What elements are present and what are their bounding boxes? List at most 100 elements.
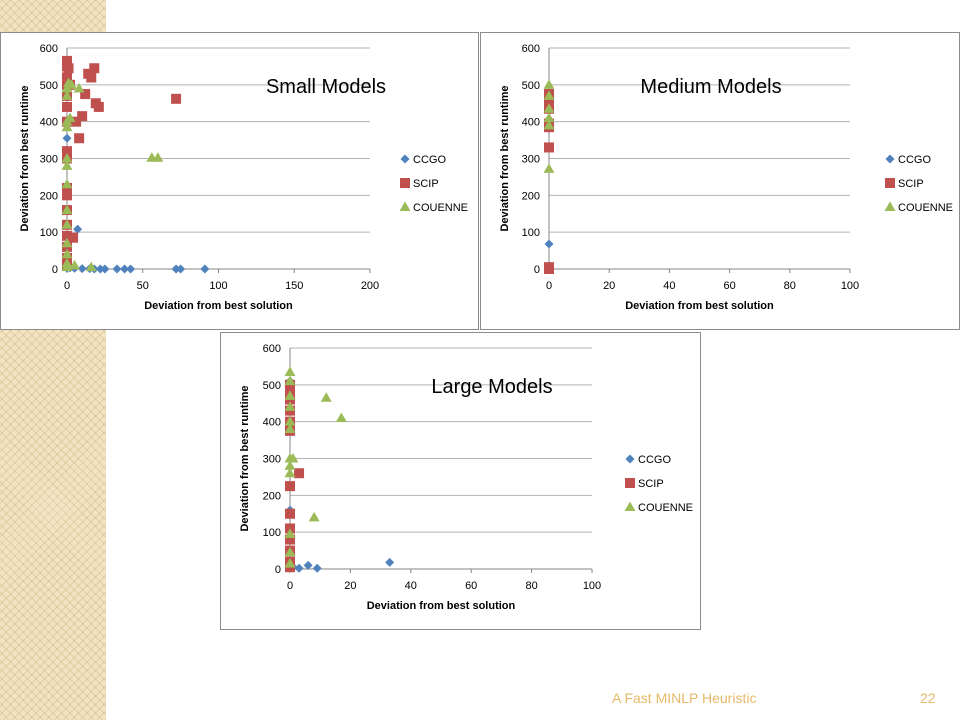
data-point-scip [62,55,72,66]
chart-panel-large: 0 100 200 300 400 500 600 0 20 40 60 80 100 Deviation… [220,332,701,630]
data-point-couenne [284,528,296,539]
y-tick-label: 100 [522,227,540,239]
data-point-couenne [61,204,73,215]
data-point-couenne [66,79,78,89]
x-axis-label: Deviation from best solution [367,600,516,612]
data-point-couenne [284,546,296,557]
scatter-plot-medium: 0 100 200 300 400 500 600 0 20 40 60 80 100 Deviation… [499,43,953,312]
y-tick-label: 100 [263,527,281,539]
y-tick-label: 500 [40,80,58,92]
x-tick-label: 100 [583,580,601,592]
data-point-couenne [543,103,555,113]
data-point-couenne [284,557,296,568]
legend-marker-scip [625,478,635,488]
footer-title: A Fast MINLP Heuristic [612,690,757,706]
legend-label-scip: SCIP [413,178,439,190]
y-axis-label: Deviation from best runtime [499,85,511,231]
data-point-couenne [320,392,332,402]
legend-label-ccgo: CCGO [638,454,671,466]
legend-label-ccgo: CCGO [898,154,931,166]
y-tick-label: 200 [263,490,281,502]
legend-marker-scip [885,178,895,188]
y-tick-label: 400 [522,117,540,129]
data-point-scip [544,98,554,109]
chart-title: Small Models [266,76,386,98]
series-ccgo [62,133,210,274]
y-axis-label: Deviation from best runtime [239,385,251,531]
data-point-scip [62,146,72,157]
data-point-scip [62,190,72,201]
data-point-ccgo [544,239,554,249]
data-point-scip [71,116,82,127]
legend: CCGO SCIP COUENNE [884,154,953,214]
data-point-couenne [543,163,555,173]
legend-label-couenne: COUENNE [638,502,693,514]
y-tick-label: 600 [522,43,540,55]
data-point-couenne [308,511,320,522]
data-point-couenne [287,453,299,463]
x-tick-label: 40 [663,280,675,292]
data-point-scip [74,133,85,144]
x-tick-label: 20 [344,580,356,592]
y-tick-label: 300 [40,154,58,166]
data-point-ccgo [100,264,110,274]
data-point-scip [77,111,88,122]
data-point-scip [89,63,100,74]
data-point-scip [68,232,79,243]
data-point-couenne [543,112,555,122]
data-point-scip [62,230,72,241]
legend-label-couenne: COUENNE [413,202,468,214]
data-point-scip [294,468,305,479]
page-number: 22 [920,690,936,706]
data-point-ccgo [73,224,83,234]
chart-title: Large Models [431,376,552,398]
legend: CCGO SCIP COUENNE [624,454,693,514]
data-point-couenne [61,160,73,170]
x-tick-label: 0 [287,580,293,592]
data-point-scip [285,523,295,534]
data-point-couenne [543,79,555,89]
x-tick-label: 100 [209,280,227,292]
y-tick-label: 500 [522,80,540,92]
y-tick-label: 300 [522,154,540,166]
legend-marker-ccgo [400,154,410,164]
data-point-scip [544,142,554,153]
data-point-couenne [64,112,76,122]
data-point-couenne [284,467,296,478]
y-tick-label: 100 [40,227,58,239]
legend-marker-couenne [884,201,896,211]
data-point-ccgo [294,563,304,573]
data-point-couenne [284,375,296,386]
data-point-ccgo [62,133,72,143]
data-point-couenne [284,401,296,411]
x-tick-label: 100 [841,280,859,292]
legend-label-scip: SCIP [638,478,664,490]
data-point-scip [93,101,104,112]
x-tick-label: 80 [784,280,796,292]
data-point-couenne [61,237,73,248]
data-point-couenne [335,412,347,422]
y-tick-label: 0 [275,564,281,576]
data-point-scip [171,93,182,104]
y-tick-label: 400 [40,117,58,129]
legend-marker-ccgo [885,154,895,164]
data-point-scip [544,264,554,274]
y-tick-label: 200 [522,190,540,202]
chart-panel-small: 0 100 200 300 400 500 600 0 50 100 150 200 Deviation… [0,32,479,330]
data-point-couenne [61,153,73,163]
y-tick-label: 0 [534,264,540,276]
data-point-couenne [61,248,73,259]
y-tick-label: 600 [40,43,58,55]
scatter-plot-large: 0 100 200 300 400 500 600 0 20 40 60 80 100 Deviation… [239,343,693,612]
x-tick-label: 60 [723,280,735,292]
y-tick-label: 300 [263,454,281,466]
x-tick-label: 50 [137,280,149,292]
series-couenne [284,366,347,568]
legend-marker-scip [400,178,410,188]
x-axis-label: Deviation from best solution [144,300,293,312]
legend-label-scip: SCIP [898,178,924,190]
data-point-ccgo [126,264,136,274]
legend-label-ccgo: CCGO [413,154,446,166]
data-point-ccgo [95,264,105,274]
data-point-ccgo [77,264,87,274]
